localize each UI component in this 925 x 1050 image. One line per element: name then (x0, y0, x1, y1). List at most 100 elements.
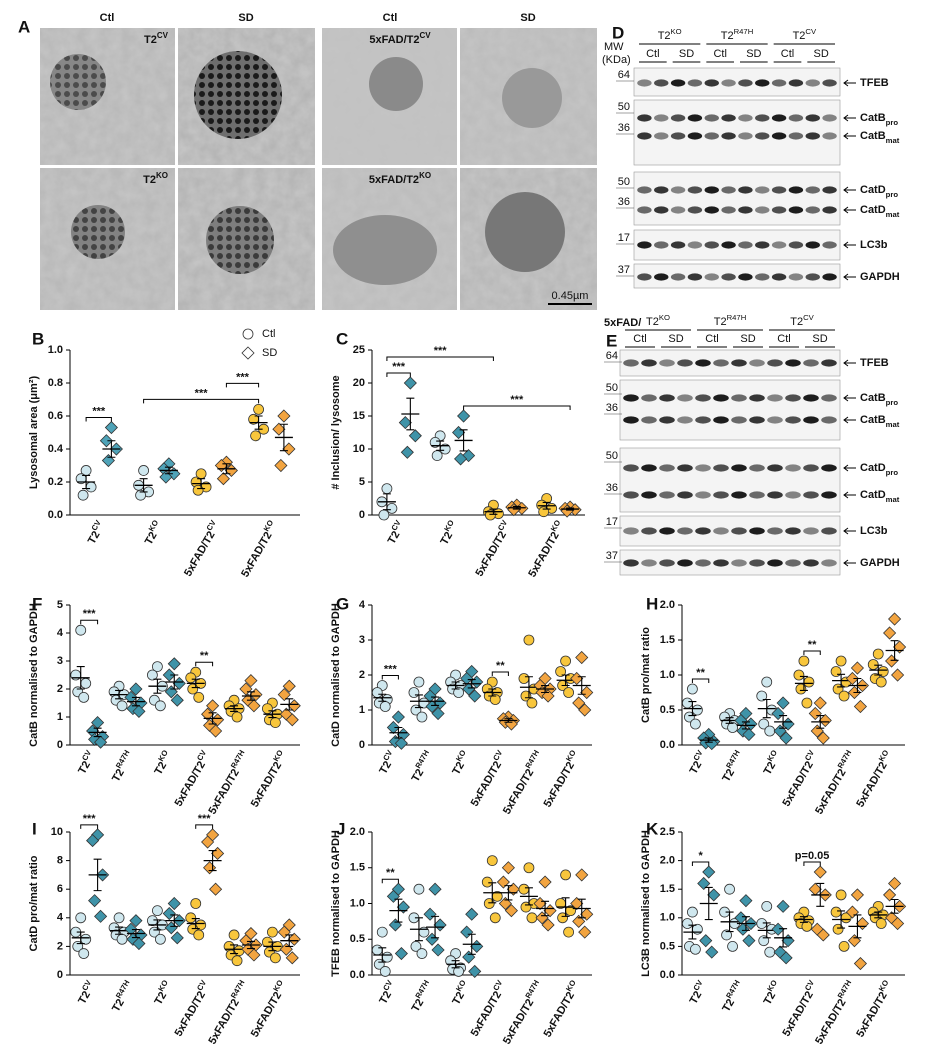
data-point (209, 882, 223, 896)
blot-band (805, 186, 820, 194)
blot-band (755, 273, 770, 281)
label-text: LC3b (860, 525, 888, 537)
blot-band (695, 416, 711, 424)
data-point (526, 912, 538, 924)
y-tick-label: 0.8 (48, 377, 63, 389)
data-point (431, 943, 445, 957)
blot-band (670, 273, 686, 281)
label-text: T2 (658, 30, 671, 42)
data-point (818, 713, 832, 728)
error-bar (451, 960, 460, 969)
data-point (724, 883, 735, 895)
data-point (452, 425, 466, 440)
y-tick-label: 0.0 (350, 969, 365, 981)
label-sup: R47H (523, 748, 541, 770)
mw-marker: 36 (606, 402, 618, 414)
data-point (489, 694, 501, 705)
blot-band (721, 114, 736, 122)
error-bar (725, 911, 734, 933)
mw-marker: 36 (606, 482, 618, 494)
blot-band (771, 186, 787, 194)
y-tick-label: 0.5 (660, 704, 675, 716)
label-text: T2 (793, 30, 806, 42)
label-text: T2 (720, 997, 737, 1014)
error-bar (799, 916, 808, 923)
blot-band (695, 527, 711, 535)
y-tick-label: 5 (359, 476, 365, 488)
data-point (413, 883, 425, 895)
blot-strip (619, 379, 841, 441)
label-text: T2 (721, 30, 734, 42)
error-bar (566, 507, 575, 511)
data-point (721, 929, 732, 941)
data-point (209, 724, 223, 738)
data-point (838, 690, 850, 702)
label-sup: R47H (727, 313, 747, 322)
blot-band (803, 464, 819, 472)
label-text: T2 (790, 316, 803, 328)
significance-label: *** (384, 663, 398, 675)
data-point (379, 701, 391, 712)
data-point (70, 669, 82, 681)
data-point (279, 942, 293, 956)
blot-band (654, 273, 669, 281)
data-point (893, 640, 907, 654)
blot-band (805, 114, 820, 122)
significance-label: *** (198, 813, 212, 825)
blot-band (670, 114, 686, 122)
error-bar (541, 900, 550, 917)
error-bar (504, 718, 513, 723)
x-tick-label: 5xFAD/T2R47H (498, 748, 546, 817)
blot-band (695, 394, 711, 402)
label-sup: KO (659, 313, 670, 322)
label-sub: mat (886, 495, 900, 504)
blot-band (785, 359, 801, 367)
blot-band (637, 206, 652, 214)
data-point (193, 929, 205, 941)
error-bar (406, 397, 415, 431)
blot-band (687, 132, 703, 140)
blot-band (771, 241, 787, 249)
label-sup: R47H (523, 978, 541, 1000)
blot-band (637, 79, 652, 87)
x-tick-label: T2CV (685, 978, 711, 1007)
label-text: GAPDH (860, 271, 900, 283)
data-point (504, 904, 518, 918)
error-bar (688, 701, 697, 717)
label-text: 5xFAD/T2 (469, 989, 504, 1038)
blot-band (677, 359, 693, 367)
blot-band (659, 491, 675, 499)
error-bar (153, 919, 162, 931)
data-point (526, 697, 538, 709)
y-tick-label: 1.0 (660, 912, 675, 924)
data-point (371, 944, 383, 956)
significance-bracket (80, 619, 99, 625)
data-point (410, 941, 422, 952)
blot-band (822, 206, 837, 214)
significance-bracket (85, 417, 112, 422)
error-bar (414, 917, 423, 942)
error-bar (890, 640, 899, 661)
data-point (850, 888, 864, 902)
x-tick-label: 5xFAD/T2CV (170, 748, 214, 809)
data-point (875, 676, 887, 688)
y-tick-label: 25 (353, 344, 365, 356)
label-sub: pro (886, 468, 899, 477)
band-arrow (843, 464, 856, 472)
blot-band (731, 394, 747, 402)
x-tick-label: 5xFAD/T2CV (179, 518, 223, 579)
blot-band (623, 416, 639, 424)
data-point (771, 922, 785, 936)
data-point (888, 612, 902, 626)
x-tick-label: 5xFAD/T2KO (851, 748, 895, 809)
data-point (78, 692, 90, 703)
error-bar (164, 466, 173, 475)
blot-strip (633, 171, 841, 226)
band-arrow (843, 79, 856, 87)
label-sup: R47H (413, 748, 431, 770)
legend-marker (242, 328, 254, 340)
panel-letter: B (32, 329, 44, 348)
error-bar (414, 694, 423, 709)
significance-bracket (386, 356, 494, 361)
data-point (845, 671, 859, 686)
